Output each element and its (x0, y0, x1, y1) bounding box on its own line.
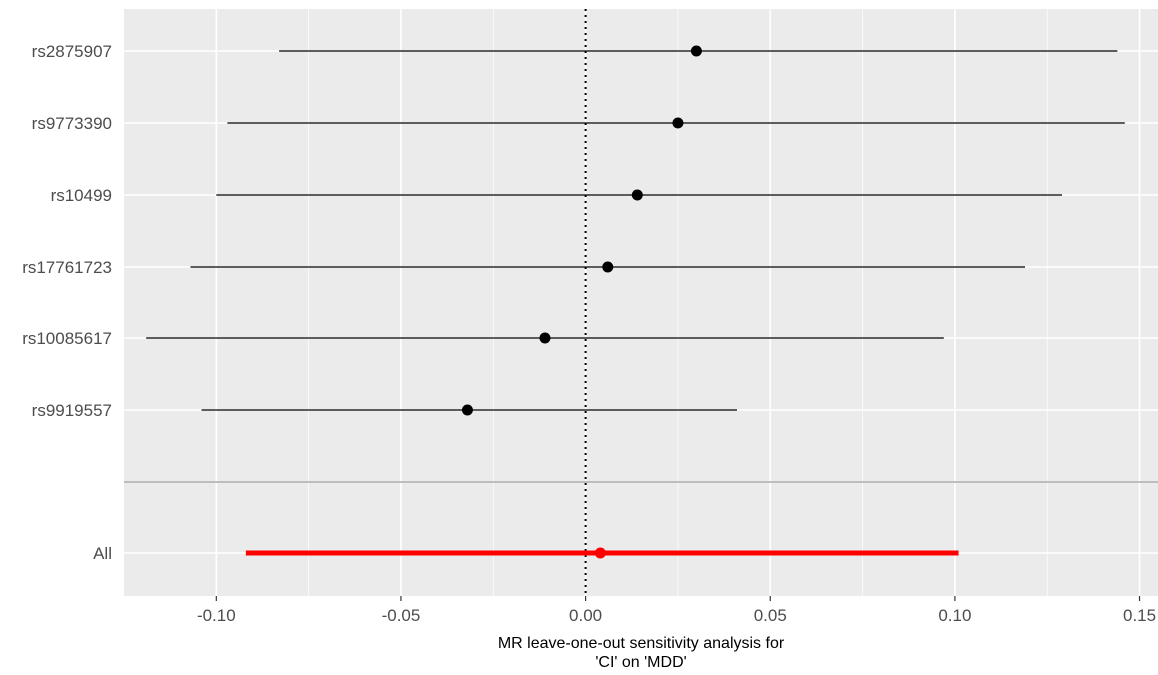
grid-minor (308, 9, 1048, 596)
point-rs17761723 (602, 261, 614, 273)
point-layer (461, 45, 702, 559)
x-tick-label: -0.10 (197, 606, 236, 625)
y-label-rs2875907: rs2875907 (32, 42, 112, 61)
point-rs2875907 (690, 45, 702, 57)
point-rs9773390 (672, 117, 684, 129)
plot-panel (124, 9, 1158, 596)
y-label-overall: All (93, 544, 112, 563)
x-axis-ticks: -0.10 -0.05 0.00 0.05 0.10 0.15 (197, 596, 1156, 625)
x-tick-label: -0.05 (382, 606, 421, 625)
y-label-rs9919557: rs9919557 (32, 401, 112, 420)
x-tick-label: 0.00 (569, 606, 602, 625)
y-axis-labels: rs2875907 rs9773390 rs10499 rs17761723 rs100… (22, 42, 112, 563)
point-rs10499 (631, 189, 643, 201)
x-axis-title-line-1: MR leave-one-out sensitivity analysis fo… (498, 635, 785, 652)
y-label-rs9773390: rs9773390 (32, 114, 112, 133)
y-label-rs17761723: rs17761723 (22, 258, 112, 277)
point-rs9919557 (461, 404, 473, 416)
y-label-rs10085617: rs10085617 (22, 329, 112, 348)
x-axis-title-line-2: 'CI' on 'MDD' (595, 654, 686, 671)
point-rs10085617 (539, 332, 551, 344)
point-overall (594, 547, 606, 559)
x-tick-label: 0.15 (1123, 606, 1156, 625)
x-tick-label: 0.10 (938, 606, 971, 625)
x-tick-label: 0.05 (754, 606, 787, 625)
y-label-rs10499: rs10499 (51, 186, 112, 205)
